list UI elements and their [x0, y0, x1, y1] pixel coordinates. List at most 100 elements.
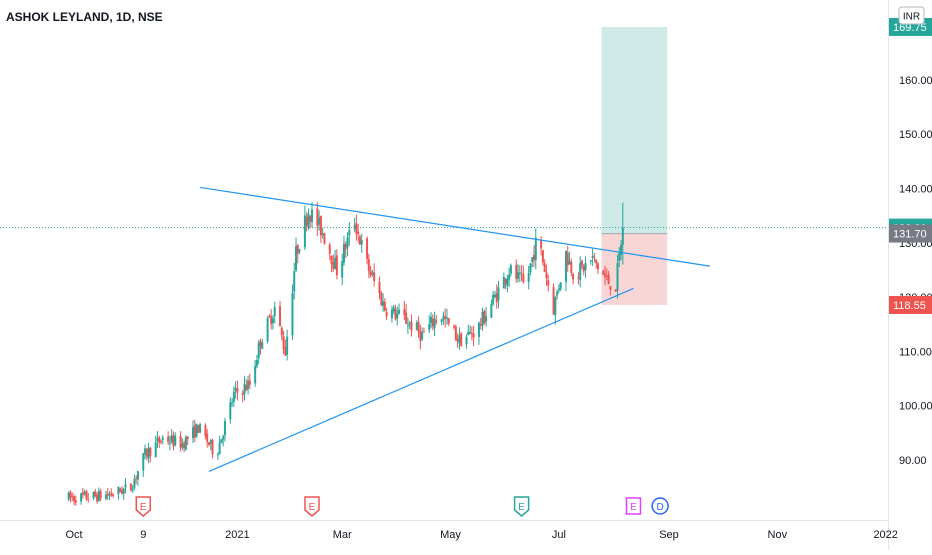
dividend-marker[interactable]: D [651, 497, 669, 515]
candle [618, 247, 621, 268]
candle [431, 314, 434, 331]
price-tick-label: 160.00 [899, 75, 932, 87]
candle [341, 253, 344, 286]
candle-body [373, 272, 376, 281]
candle [517, 264, 520, 283]
candle [467, 324, 470, 336]
candle-body [270, 316, 273, 325]
candle-body [509, 265, 512, 274]
candle-body [540, 239, 543, 249]
candle-body [85, 490, 88, 499]
candle [460, 331, 463, 347]
marker-label: E [518, 502, 525, 513]
candle [344, 241, 347, 259]
candle [602, 269, 605, 276]
candle [596, 261, 599, 275]
candle [497, 280, 500, 309]
candle [614, 289, 617, 292]
candle-body [71, 496, 74, 498]
earnings-marker[interactable]: E [304, 496, 320, 517]
candle-body [506, 278, 509, 286]
candle-body [444, 316, 447, 319]
earnings-marker[interactable]: E [513, 496, 530, 517]
resistance-trendline[interactable] [200, 186, 710, 267]
candle-body [522, 274, 525, 282]
candle-body [483, 311, 486, 324]
candle-body [199, 424, 202, 433]
currency-label: INR [903, 12, 920, 23]
candle-body [520, 273, 523, 275]
earnings-marker[interactable]: E [625, 497, 642, 515]
candle-body [222, 436, 225, 440]
candle [92, 491, 95, 501]
price-tick-label: 150.00 [899, 129, 932, 141]
time-tick-label: Sep [659, 529, 679, 541]
candle [321, 227, 324, 239]
candle [396, 306, 399, 326]
candle-body [607, 274, 610, 285]
candle-body [243, 384, 246, 395]
candle [129, 483, 132, 492]
candle [87, 492, 90, 503]
candle [243, 376, 246, 401]
candle [231, 398, 234, 407]
candle-body [456, 338, 459, 342]
candle-body [415, 322, 418, 331]
candle-body [358, 236, 361, 245]
candle [348, 222, 351, 246]
candle-body [192, 427, 194, 439]
candle-body [179, 435, 182, 448]
candle-body [168, 442, 171, 444]
candle [529, 263, 532, 276]
candle-body [543, 263, 546, 273]
candle [254, 360, 257, 387]
candle [211, 438, 214, 459]
candle-body [97, 490, 100, 501]
candle [131, 485, 134, 493]
price-label-box [889, 224, 932, 243]
candle-body [572, 274, 575, 280]
candle [506, 274, 509, 293]
candle-body [307, 213, 310, 228]
candle-body [259, 341, 262, 347]
candle-body [559, 282, 562, 290]
candle [199, 422, 202, 434]
candle-body [366, 238, 369, 259]
candle [319, 215, 322, 243]
candle-body [419, 330, 422, 341]
support-trendline[interactable] [208, 287, 634, 472]
candle-body [117, 486, 120, 495]
candle-body [295, 246, 298, 271]
candle-body [129, 483, 132, 490]
candle-body [392, 307, 395, 312]
candle [181, 438, 184, 451]
earnings-marker[interactable]: E [135, 496, 152, 517]
target-zone[interactable] [601, 26, 668, 234]
stop-price-label: 118.55 [889, 295, 932, 314]
candle [104, 491, 107, 501]
candle [533, 245, 536, 268]
candle [248, 373, 251, 390]
candle [245, 378, 248, 392]
candle-body [341, 261, 344, 278]
currency-button[interactable]: INR [898, 6, 925, 25]
candle-body [149, 447, 152, 456]
candle [403, 301, 406, 321]
candle-body [460, 333, 463, 347]
candle-body [197, 425, 200, 433]
candle-body [83, 492, 86, 494]
candle-body [554, 297, 557, 316]
candle-body [596, 263, 599, 270]
candle [552, 283, 555, 315]
candle [557, 284, 560, 294]
candle [440, 318, 443, 326]
candle [367, 253, 370, 279]
candle-body [131, 489, 134, 492]
candle-body [502, 277, 505, 289]
candle-body [410, 321, 413, 331]
stop-zone[interactable] [601, 233, 668, 305]
